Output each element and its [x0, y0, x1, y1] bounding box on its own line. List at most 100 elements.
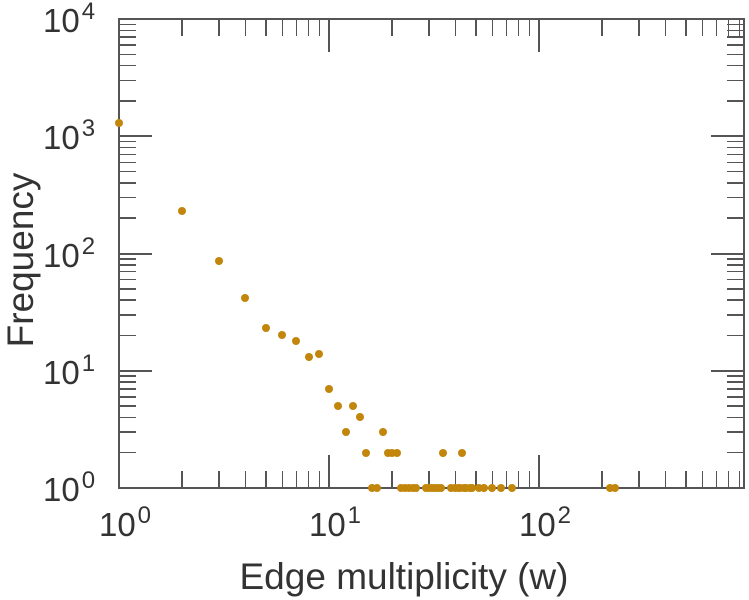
x-minor-tick-top: [295, 20, 298, 36]
y-minor-tick-right: [727, 258, 743, 260]
y-minor-tick: [120, 334, 136, 337]
x-major-tick-top: [118, 20, 120, 52]
x-minor-tick-top: [638, 20, 640, 36]
data-point: [115, 118, 123, 127]
data-point: [304, 353, 313, 362]
y-minor-tick-right: [727, 23, 743, 26]
y-minor-tick-right: [727, 264, 743, 266]
y-minor-tick-right: [727, 182, 743, 184]
x-minor-tick-top: [715, 20, 718, 36]
tick-label-exponent: 0: [81, 467, 96, 494]
data-point: [378, 428, 387, 437]
y-minor-tick-right: [727, 64, 743, 67]
data-point: [436, 484, 445, 492]
y-minor-tick-right: [727, 53, 743, 56]
y-minor-tick: [120, 375, 136, 377]
data-point: [388, 448, 397, 457]
y-minor-tick: [120, 396, 136, 398]
y-minor-tick-right: [727, 334, 743, 337]
y-minor-tick-right: [727, 314, 743, 316]
y-minor-tick: [120, 64, 136, 67]
y-minor-tick: [120, 381, 136, 383]
y-minor-tick: [120, 170, 136, 173]
y-minor-tick: [120, 79, 136, 82]
x-minor-tick-top: [428, 20, 430, 36]
tick-label-base: 10: [43, 471, 80, 508]
y-minor-tick: [120, 416, 136, 419]
y-minor-tick-right: [727, 270, 743, 273]
y-minor-tick-right: [727, 405, 743, 407]
y-tick-label: 100: [43, 467, 95, 509]
x-minor-tick: [727, 471, 730, 487]
y-minor-tick: [120, 314, 136, 316]
data-point: [412, 484, 421, 492]
x-minor-tick: [685, 471, 687, 487]
y-minor-tick-right: [727, 79, 743, 82]
x-minor-tick: [295, 471, 298, 487]
x-minor-tick: [318, 471, 321, 487]
x-major-tick-top: [328, 20, 330, 52]
x-axis-label: Edge multiplicity (w): [239, 556, 569, 597]
x-minor-tick-top: [475, 20, 477, 36]
y-minor-tick-right: [727, 161, 743, 163]
y-minor-tick: [120, 23, 136, 26]
y-minor-tick-right: [727, 375, 743, 377]
x-minor-tick: [218, 471, 220, 487]
y-minor-tick-right: [727, 196, 743, 199]
data-point: [475, 484, 484, 492]
x-major-tick: [328, 455, 330, 487]
y-minor-tick: [120, 44, 136, 46]
x-tick-label: 101: [309, 502, 361, 544]
data-point: [507, 484, 516, 492]
tick-label-exponent: 3: [81, 115, 96, 143]
y-minor-tick: [120, 278, 136, 281]
tick-label-exponent: 2: [557, 502, 572, 529]
data-point: [278, 331, 287, 340]
data-point: [455, 484, 464, 492]
x-minor-tick: [601, 471, 603, 487]
data-point: [439, 448, 448, 457]
x-minor-tick-top: [181, 20, 183, 36]
data-point: [392, 448, 401, 457]
data-point: [333, 402, 342, 411]
x-minor-tick: [528, 471, 531, 487]
x-minor-tick: [391, 471, 393, 487]
data-point: [488, 484, 497, 492]
x-major-tick-top: [538, 20, 540, 52]
y-minor-tick-right: [727, 288, 743, 290]
y-minor-tick-right: [727, 44, 743, 46]
y-minor-tick: [120, 100, 136, 102]
x-minor-tick: [491, 471, 494, 487]
data-point: [178, 207, 187, 216]
x-minor-tick: [517, 471, 520, 487]
x-minor-tick: [715, 471, 718, 487]
x-minor-tick: [638, 471, 640, 487]
y-minor-tick-right: [727, 299, 743, 301]
y-minor-tick: [120, 161, 136, 163]
x-minor-tick-top: [491, 20, 494, 36]
data-point: [348, 402, 357, 411]
y-major-tick-right: [711, 135, 743, 138]
y-minor-tick-right: [727, 416, 743, 419]
tick-label-base: 10: [43, 2, 80, 39]
data-point: [480, 484, 489, 492]
x-minor-tick: [181, 471, 183, 487]
y-major-tick-right: [711, 487, 743, 489]
x-minor-tick-top: [517, 20, 520, 36]
y-minor-tick: [120, 431, 136, 433]
y-major-tick: [120, 487, 152, 489]
x-minor-tick: [475, 471, 477, 487]
y-minor-tick: [120, 299, 136, 301]
y-major-tick: [120, 252, 152, 255]
x-minor-tick-top: [218, 20, 220, 36]
data-point: [606, 484, 615, 492]
y-minor-tick: [120, 258, 136, 260]
x-minor-tick: [307, 471, 310, 487]
x-major-tick: [118, 455, 120, 487]
tick-label-base: 10: [518, 506, 556, 543]
x-minor-tick-top: [281, 20, 284, 36]
y-minor-tick-right: [727, 381, 743, 383]
y-minor-tick: [120, 270, 136, 273]
y-minor-tick-right: [727, 388, 743, 390]
